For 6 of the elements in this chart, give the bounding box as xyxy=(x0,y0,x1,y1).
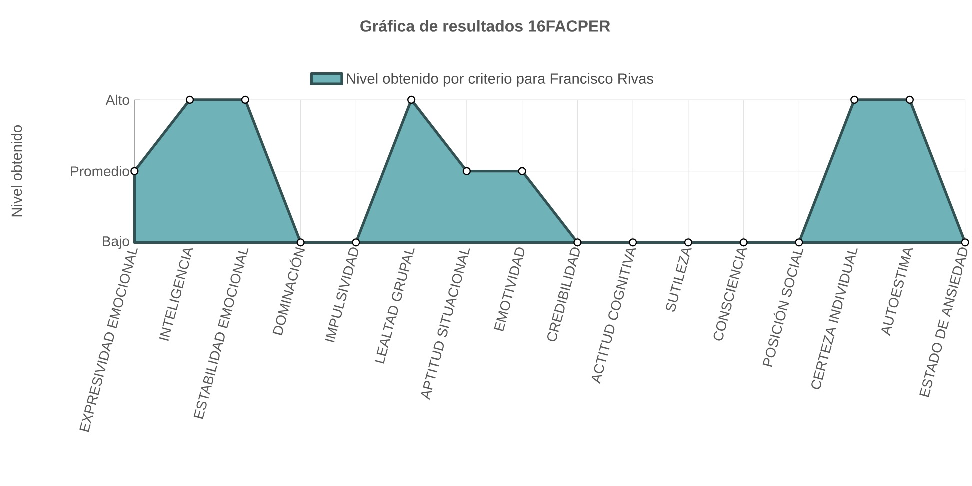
y-axis-title: Nivel obtenido xyxy=(11,126,22,217)
text: Alto xyxy=(106,94,130,106)
chart-title: Gráfica de resultados 16FACPER xyxy=(360,20,610,32)
text: Bajo xyxy=(103,236,130,250)
legend-label: Nivel obtenido por criterio para Francisco Rivas xyxy=(347,73,654,87)
text: Promedio xyxy=(71,166,130,176)
